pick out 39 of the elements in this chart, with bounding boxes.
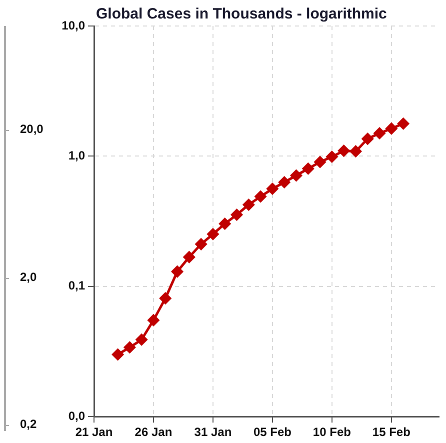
text: 0,2 bbox=[20, 417, 37, 431]
point bbox=[207, 228, 219, 240]
point bbox=[362, 133, 374, 145]
point bbox=[290, 170, 302, 182]
y-tick-label: 0,0 bbox=[68, 408, 86, 423]
text: 20,0 bbox=[20, 122, 44, 136]
point bbox=[350, 146, 362, 158]
point bbox=[242, 198, 254, 210]
point bbox=[386, 122, 398, 134]
x-tick-label: 05 Feb bbox=[253, 425, 292, 440]
point bbox=[136, 334, 148, 346]
text: 2,0 bbox=[20, 270, 37, 284]
x-tick-label: 31 Jan bbox=[194, 425, 232, 440]
point bbox=[266, 183, 278, 195]
point bbox=[231, 209, 243, 221]
point bbox=[148, 314, 160, 326]
point bbox=[278, 176, 290, 188]
chart-title: Global Cases in Thousands - logarithmic bbox=[96, 6, 387, 23]
point bbox=[195, 238, 207, 250]
y-tick-label: 10,0 bbox=[62, 18, 86, 32]
point bbox=[183, 251, 195, 263]
x-tick-label: 21 Jan bbox=[75, 425, 113, 440]
point bbox=[338, 145, 350, 157]
point bbox=[314, 156, 326, 168]
x-tick-label: 26 Jan bbox=[134, 425, 172, 440]
point bbox=[160, 292, 172, 304]
point bbox=[326, 151, 338, 163]
y-tick-label: 0,1 bbox=[68, 278, 86, 293]
y-tick-label: 1,0 bbox=[68, 148, 86, 163]
point bbox=[172, 266, 184, 278]
point bbox=[398, 118, 410, 130]
x-tick-label: 15 Feb bbox=[372, 425, 410, 440]
point bbox=[254, 190, 266, 202]
point bbox=[302, 162, 314, 174]
point bbox=[374, 128, 386, 140]
point bbox=[112, 348, 124, 360]
x-tick-label: 10 Feb bbox=[312, 425, 351, 440]
point bbox=[124, 342, 136, 354]
point bbox=[219, 218, 231, 230]
